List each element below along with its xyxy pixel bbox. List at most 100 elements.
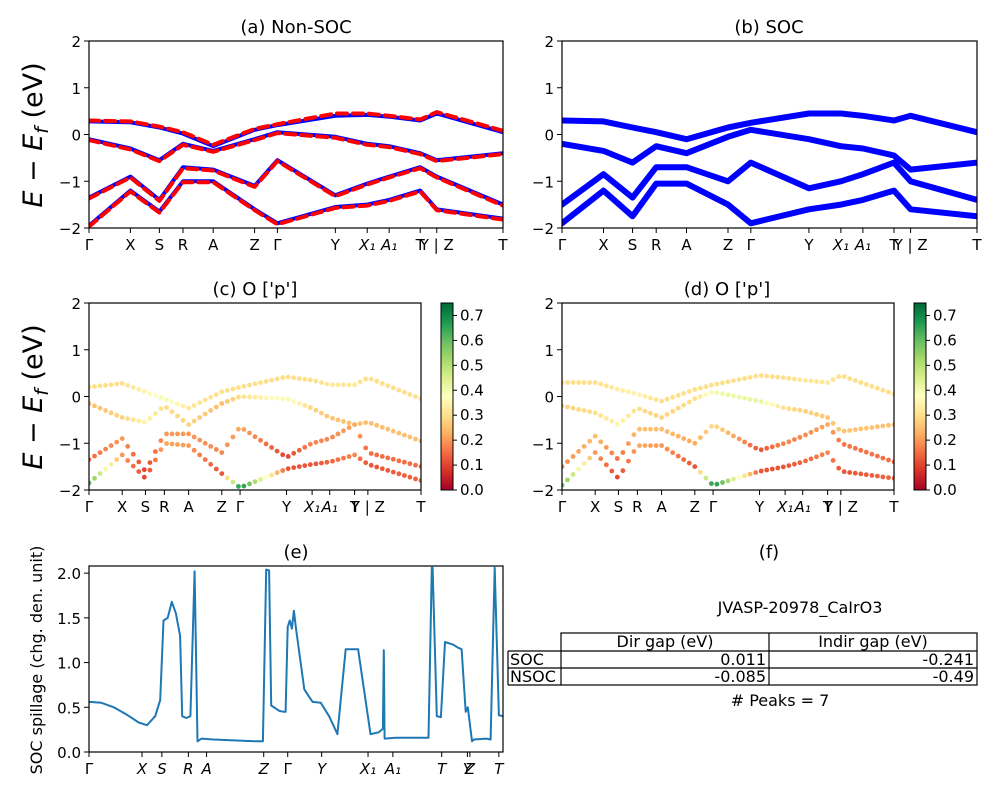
projected-band-point-2 [863,425,869,431]
projected-band-point-1 [858,380,864,385]
projected-band-point-2 [775,403,781,409]
projected-band-point-1 [363,376,369,382]
projected-band-point-1 [230,386,236,392]
projected-band-point-2 [130,417,136,423]
projected-band-point-3 [709,423,714,429]
xtick-label: A₁ [321,498,338,516]
colorbar-tick-label: 0.1 [933,456,957,474]
projected-band-point-1 [703,384,709,390]
xtick-label: Z [690,498,700,516]
projected-band-point-2 [576,407,581,412]
projected-band-point-1 [202,397,208,403]
projected-band-point-3 [169,431,175,437]
projected-band-point-2 [186,422,192,427]
projected-band-point-4 [374,464,380,470]
projected-band-point-2 [280,396,286,401]
projected-band-point-4 [714,481,720,487]
xtick-label: Y [330,236,341,254]
projected-band-point-3 [153,449,158,454]
projected-band-point-4 [191,447,197,453]
projected-band-point-4 [153,457,158,463]
axes-frame [561,302,895,491]
projected-band-point-4 [324,459,330,465]
projected-band-point-3 [681,436,687,441]
panel-f-gap-table: (f) JVASP-20978_CaIrO3 Dir gap (eV) Indi… [507,542,978,710]
axes-frame [561,40,978,229]
projected-band-point-2 [686,399,692,405]
projected-band-point-3 [642,426,648,432]
ytick-label: −1 [532,173,554,191]
projected-band-point-3 [664,429,670,434]
xtick-label: A [200,760,211,778]
projected-band-point-4 [764,467,770,473]
projected-band-point-3 [180,431,186,437]
projected-band-point-2 [202,411,208,417]
colorbar-tick-label: 0.5 [460,356,484,374]
colorbar-tick-label: 0.2 [460,431,484,449]
ytick-label: −2 [532,220,554,238]
projected-band-point-1 [642,394,648,399]
xtick-label: S [628,236,638,254]
projected-band-point-1 [213,392,219,397]
projected-band-point-2 [307,405,313,410]
projected-band-point-2 [758,399,764,404]
projected-band-point-4 [570,472,576,477]
projected-band-point-1 [330,382,335,388]
projected-band-point-3 [565,459,570,464]
projected-band-point-2 [847,428,853,433]
projected-band-point-4 [703,475,709,481]
projected-band-point-4 [147,467,153,473]
projected-band-point-4 [747,471,753,477]
projected-band-point-3 [626,441,631,446]
projected-band-point-2 [252,394,258,400]
table-cell-nsoc-indir: -0.49 [933,667,974,686]
projected-band-point-3 [247,430,252,436]
projected-band-point-2 [335,417,341,423]
projected-band-point-4 [819,452,825,458]
panel-a-non-soc: (a) Non-SOC E − Ef (eV) 210−1−2Γ X S R A Z Γ Y X… [18,17,508,254]
projected-band-point-1 [720,380,725,386]
projected-band-point-1 [413,394,418,399]
projected-band-point-2 [858,426,864,432]
projected-band-point-3 [863,449,869,455]
projected-band-point-1 [775,374,781,380]
projected-band-point-3 [274,448,280,454]
projected-band-point-4 [797,460,803,466]
projected-band-point-1 [764,373,770,379]
projected-band-point-3 [852,445,858,451]
projected-band-point-1 [792,376,797,382]
band-line-soc-dashed-4 [89,180,503,228]
projected-band-point-4 [603,462,609,468]
projected-band-point-3 [114,439,120,445]
xtick-label: Γ [236,498,245,516]
projected-band-point-3 [875,453,880,459]
xtick-label: R [159,498,169,516]
projected-band-point-3 [402,459,407,465]
projected-band-point-3 [764,445,770,451]
projected-band-point-2 [709,390,714,395]
projected-band-point-4 [808,456,814,462]
projected-band-point-1 [269,377,274,383]
projected-band-point-4 [219,471,225,476]
projected-band-point-2 [697,394,703,400]
projected-band-point-1 [385,383,391,389]
projected-band-point-2 [642,408,648,414]
projected-band-point-3 [97,450,103,455]
xtick-label: X [125,236,135,254]
projected-band-point-3 [208,444,214,449]
projected-band-point-3 [814,427,819,433]
projected-band-point-4 [659,443,664,448]
projected-band-point-2 [753,398,759,403]
ytick-label: 0 [544,127,554,145]
projected-band-point-2 [852,427,858,433]
projected-band-point-3 [280,452,286,458]
projected-band-point-2 [570,405,576,411]
projected-band-point-3 [780,441,786,447]
projected-band-point-2 [363,420,369,425]
projected-band-point-2 [285,397,291,402]
projected-band-point-4 [241,483,247,489]
projected-band-point-4 [175,442,180,447]
projected-band-point-1 [341,382,346,388]
projected-band-point-1 [324,381,330,387]
projected-band-point-4 [686,460,692,466]
